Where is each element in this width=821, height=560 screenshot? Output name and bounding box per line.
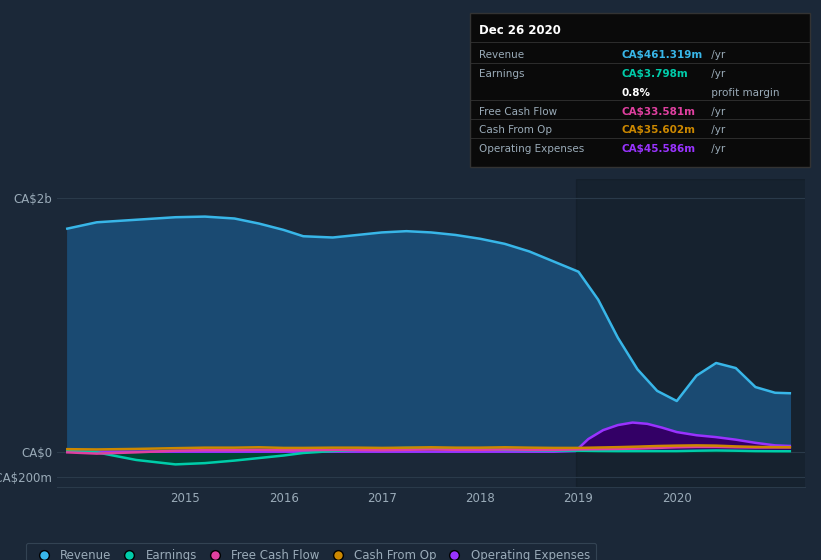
Text: Revenue: Revenue <box>479 50 525 60</box>
Text: Cash From Op: Cash From Op <box>479 125 553 136</box>
Text: Dec 26 2020: Dec 26 2020 <box>479 24 562 37</box>
Text: CA$45.586m: CA$45.586m <box>621 144 695 155</box>
Text: Operating Expenses: Operating Expenses <box>479 144 585 155</box>
Text: Free Cash Flow: Free Cash Flow <box>479 106 557 116</box>
Legend: Revenue, Earnings, Free Cash Flow, Cash From Op, Operating Expenses: Revenue, Earnings, Free Cash Flow, Cash … <box>26 543 596 560</box>
Text: /yr: /yr <box>708 144 725 155</box>
Text: CA$3.798m: CA$3.798m <box>621 69 688 79</box>
Text: Earnings: Earnings <box>479 69 525 79</box>
Text: CA$35.602m: CA$35.602m <box>621 125 695 136</box>
Text: 0.8%: 0.8% <box>621 88 650 98</box>
Text: /yr: /yr <box>708 50 725 60</box>
Text: CA$461.319m: CA$461.319m <box>621 50 703 60</box>
Text: /yr: /yr <box>708 106 725 116</box>
Text: /yr: /yr <box>708 125 725 136</box>
Text: /yr: /yr <box>708 69 725 79</box>
Text: profit margin: profit margin <box>708 88 779 98</box>
Text: CA$33.581m: CA$33.581m <box>621 106 695 116</box>
Bar <box>576 179 821 487</box>
